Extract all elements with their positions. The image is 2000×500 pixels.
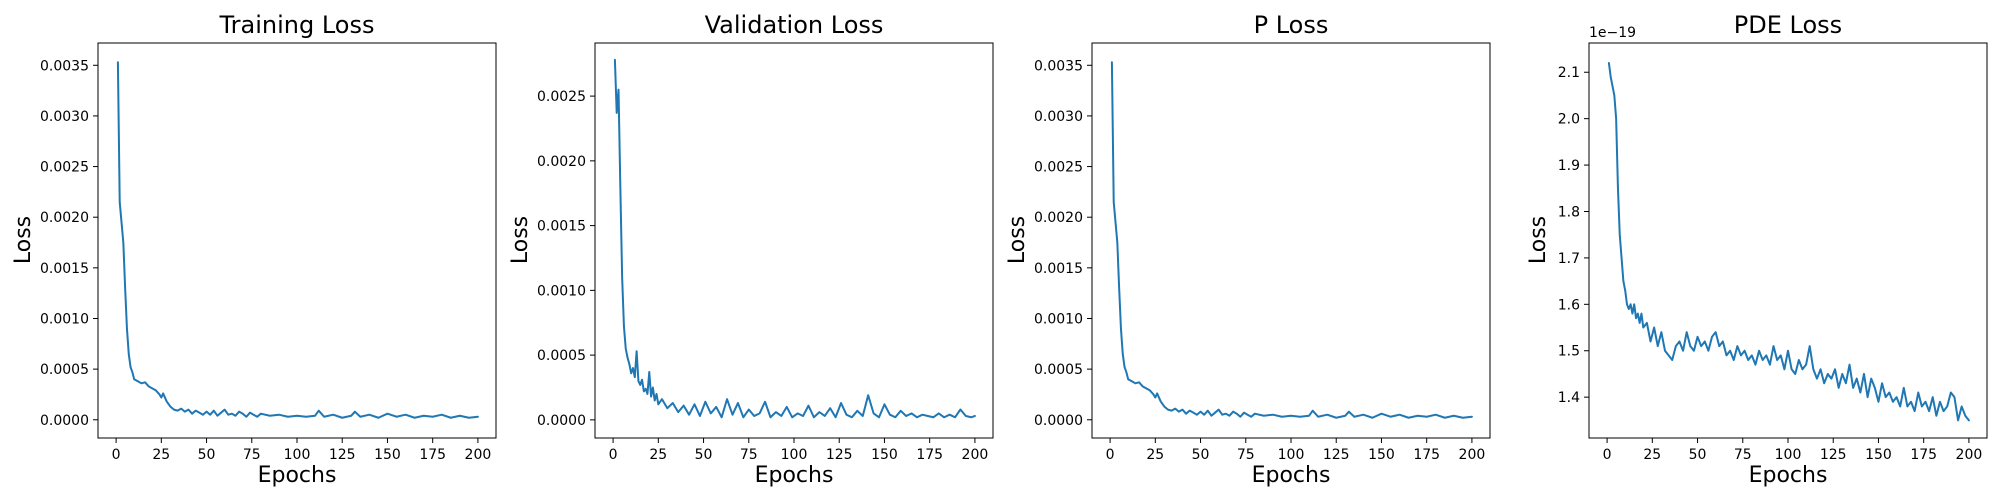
x-tick-label: 50	[1192, 447, 1210, 463]
x-tick-label: 175	[419, 447, 446, 463]
series-line	[1110, 61, 1473, 419]
x-tick-label: 25	[1146, 447, 1164, 463]
x-tick-label: 50	[695, 447, 713, 463]
y-tick-label: 0.0005	[1034, 362, 1083, 378]
y-tick-label: 0.0025	[40, 160, 89, 176]
x-tick-label: 125	[329, 447, 356, 463]
x-tick-label: 150	[1368, 447, 1395, 463]
plot-area-frame	[97, 42, 497, 439]
y-axis-offset-label: 1e−19	[1589, 25, 1636, 41]
panel-title: Validation Loss	[705, 11, 884, 39]
plot-area-frame	[1588, 42, 1988, 439]
x-tick-label: 0	[1603, 447, 1612, 463]
y-tick-label: 0.0015	[537, 219, 586, 235]
x-tick-label: 125	[826, 447, 853, 463]
y-tick-label: 0.0015	[40, 261, 89, 277]
x-tick-label: 100	[781, 447, 808, 463]
x-axis-label: Epochs	[258, 463, 337, 488]
plot-area	[613, 58, 976, 419]
panel-p-loss: P Loss Epochs Loss 0 25 50 75 100 125 150 175 20…	[1005, 11, 1491, 488]
panel-title: P Loss	[1254, 11, 1329, 39]
series-line	[613, 58, 976, 419]
panel-pde-loss: PDE Loss 1e−19 Epochs Loss 0 25 50 75 100 125…	[1526, 11, 1988, 488]
x-tick-label: 0	[609, 447, 618, 463]
x-tick-label: 175	[916, 447, 943, 463]
y-tick-label: 0.0010	[40, 311, 89, 327]
x-tick-label: 125	[1820, 447, 1847, 463]
x-tick-label: 200	[962, 447, 989, 463]
y-tick-label: 0.0000	[1034, 413, 1083, 429]
x-tick-label: 75	[1734, 447, 1752, 463]
y-tick-label: 0.0020	[1034, 210, 1083, 226]
y-tick-label: 1.5	[1558, 344, 1580, 360]
y-axis-label: Loss	[1005, 216, 1030, 264]
y-tick-label: 0.0010	[1034, 311, 1083, 327]
x-tick-label: 25	[1643, 447, 1661, 463]
y-tick-label: 0.0025	[537, 89, 586, 105]
plot-area	[116, 61, 479, 419]
x-tick-label: 200	[1956, 447, 1983, 463]
y-tick-label: 0.0035	[1034, 58, 1083, 74]
x-axis-label: Epochs	[1252, 463, 1331, 488]
x-tick-label: 150	[1865, 447, 1892, 463]
y-axis-label: Loss	[1526, 216, 1551, 264]
y-tick-label: 1.7	[1558, 251, 1580, 267]
y-tick-label: 0.0025	[1034, 160, 1083, 176]
y-tick-label: 0.0030	[40, 109, 89, 125]
x-tick-label: 175	[1910, 447, 1937, 463]
x-tick-label: 175	[1413, 447, 1440, 463]
x-tick-label: 200	[465, 447, 492, 463]
series-line	[116, 61, 479, 419]
y-tick-label: 2.0	[1558, 112, 1580, 128]
y-tick-label: 0.0020	[537, 154, 586, 170]
x-axis-label: Epochs	[755, 463, 834, 488]
x-tick-label: 100	[1775, 447, 1802, 463]
x-tick-label: 150	[374, 447, 401, 463]
x-tick-label: 0	[1106, 447, 1115, 463]
x-tick-label: 25	[152, 447, 170, 463]
y-tick-label: 0.0005	[40, 362, 89, 378]
plot-area-frame	[594, 42, 994, 439]
y-tick-label: 1.8	[1558, 204, 1580, 220]
x-tick-label: 100	[284, 447, 311, 463]
y-tick-label: 1.6	[1558, 297, 1580, 313]
x-tick-label: 75	[740, 447, 758, 463]
y-tick-label: 2.1	[1558, 65, 1580, 81]
x-tick-label: 50	[198, 447, 216, 463]
x-tick-label: 0	[112, 447, 121, 463]
x-tick-label: 75	[243, 447, 261, 463]
x-tick-label: 75	[1237, 447, 1255, 463]
y-tick-label: 0.0005	[537, 348, 586, 364]
series-line	[1607, 61, 1970, 422]
y-tick-label: 0.0000	[40, 413, 89, 429]
x-tick-label: 25	[649, 447, 667, 463]
x-tick-label: 125	[1323, 447, 1350, 463]
y-tick-label: 0.0010	[537, 283, 586, 299]
panel-validation-loss: Validation Loss Epochs Loss 0 25 50 75 100 12…	[508, 11, 994, 488]
y-tick-label: 0.0015	[1034, 261, 1083, 277]
x-tick-label: 50	[1689, 447, 1707, 463]
x-tick-label: 200	[1459, 447, 1486, 463]
plot-area	[1607, 61, 1970, 422]
panel-training-loss: Training Loss Epochs Loss 0 25 50 75 100 125 1…	[11, 11, 497, 488]
plot-area-frame	[1091, 42, 1491, 439]
y-tick-label: 0.0030	[1034, 109, 1083, 125]
panel-title: Training Loss	[219, 11, 375, 39]
x-tick-label: 100	[1278, 447, 1305, 463]
y-tick-label: 0.0035	[40, 58, 89, 74]
y-tick-label: 0.0000	[537, 413, 586, 429]
y-tick-label: 0.0020	[40, 210, 89, 226]
y-axis-label: Loss	[508, 216, 533, 264]
x-tick-label: 150	[871, 447, 898, 463]
x-axis-label: Epochs	[1749, 463, 1828, 488]
panel-title: PDE Loss	[1734, 11, 1842, 39]
y-tick-label: 1.9	[1558, 158, 1580, 174]
y-tick-label: 1.4	[1558, 390, 1580, 406]
y-axis-label: Loss	[11, 216, 36, 264]
plot-area	[1110, 61, 1473, 419]
